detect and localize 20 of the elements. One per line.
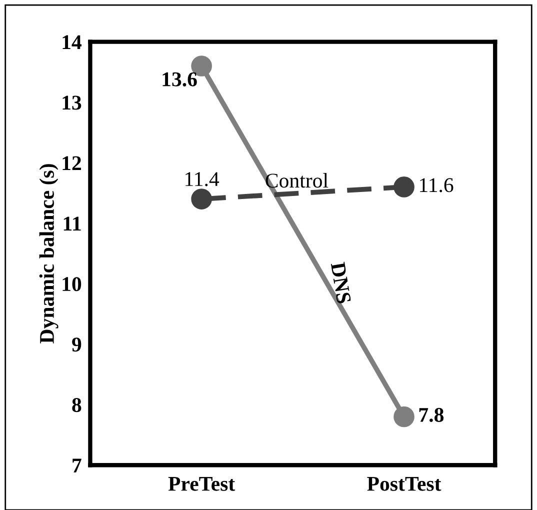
- y-tick-label: 7: [72, 458, 82, 472]
- y-tick-label: 8: [72, 398, 82, 412]
- y-tick-label: 14: [62, 35, 82, 50]
- y-tick-label: 12: [62, 156, 81, 170]
- x-tick-label: PostTest: [367, 477, 442, 491]
- data-label: 13.6: [162, 72, 197, 86]
- y-tick-label: 9: [72, 338, 82, 352]
- series-label: Control: [266, 173, 328, 188]
- y-axis-title: Dynamic balance (s): [39, 164, 58, 344]
- y-tick-label: 11: [64, 216, 81, 230]
- y-tick-label: 13: [62, 96, 82, 110]
- data-label: 11.6: [420, 178, 454, 192]
- y-tick-label: 10: [62, 277, 82, 292]
- point: [394, 176, 414, 198]
- x-tick-label: PreTest: [168, 477, 236, 491]
- point: [191, 188, 212, 210]
- text: DNS: [330, 262, 352, 304]
- point: [394, 406, 414, 428]
- data-label: 11.4: [186, 172, 220, 186]
- data-label: 7.8: [419, 408, 444, 422]
